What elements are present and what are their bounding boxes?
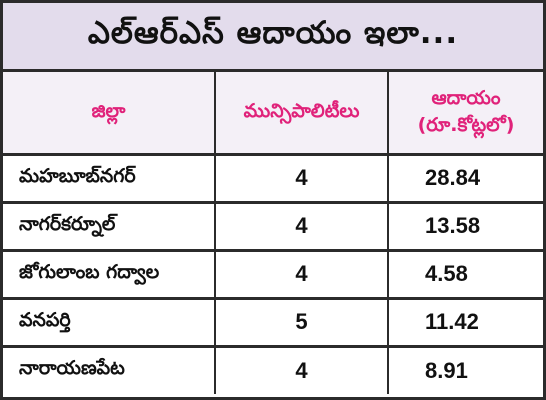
table-header-row: జిల్లా మున్సిపాలిటీలు ఆదాయం (రూ.కోట్లలో) xyxy=(3,72,543,156)
lrs-income-table: జిల్లా మున్సిపాలిటీలు ఆదాయం (రూ.కోట్లలో)… xyxy=(3,72,543,394)
district-cell: జోగులాంబ గద్వాల xyxy=(3,250,216,300)
income-cell: 13.58 xyxy=(388,202,543,252)
table-row: నాగర్‌కర్నూల్ 4 13.58 xyxy=(3,202,543,252)
income-cell: 8.91 xyxy=(425,357,468,383)
header-district: జిల్లా xyxy=(3,72,216,156)
table-row: నారాయణపేట 4 8.91 xyxy=(3,346,543,394)
income-cell: 28.84 xyxy=(388,154,543,204)
district-cell: నారాయణపేట xyxy=(3,346,216,394)
district-cell: మహబూబ్‌నగర్ xyxy=(3,154,216,204)
municipalities-cell: 4 xyxy=(215,154,389,204)
district-cell: నాగర్‌కర్నూల్ xyxy=(3,202,216,252)
income-cell: 11.42 xyxy=(388,298,543,348)
table-row: మహబూబ్‌నగర్ 4 28.84 xyxy=(3,154,543,204)
header-income: ఆదాయం (రూ.కోట్లలో) xyxy=(388,72,543,156)
table-row: వనపర్తి 5 11.42 xyxy=(3,298,543,348)
municipalities-cell: 5 xyxy=(215,298,389,348)
table-title: ఎల్ఆర్ఎస్ ఆదాయం ఇలా... xyxy=(3,3,543,72)
municipalities-cell: 4 xyxy=(215,346,389,394)
income-cell: 4.58 xyxy=(388,250,543,300)
municipalities-cell: 4 xyxy=(215,202,389,252)
district-cell: వనపర్తి xyxy=(3,298,216,348)
header-income-unit: (రూ.కోట్లలో) xyxy=(417,114,515,137)
header-municipalities: మున్సిపాలిటీలు xyxy=(215,72,389,156)
header-income-label: ఆదాయం xyxy=(431,86,501,109)
municipalities-cell: 4 xyxy=(215,250,389,300)
table-row: జోగులాంబ గద్వాల 4 4.58 xyxy=(3,250,543,300)
